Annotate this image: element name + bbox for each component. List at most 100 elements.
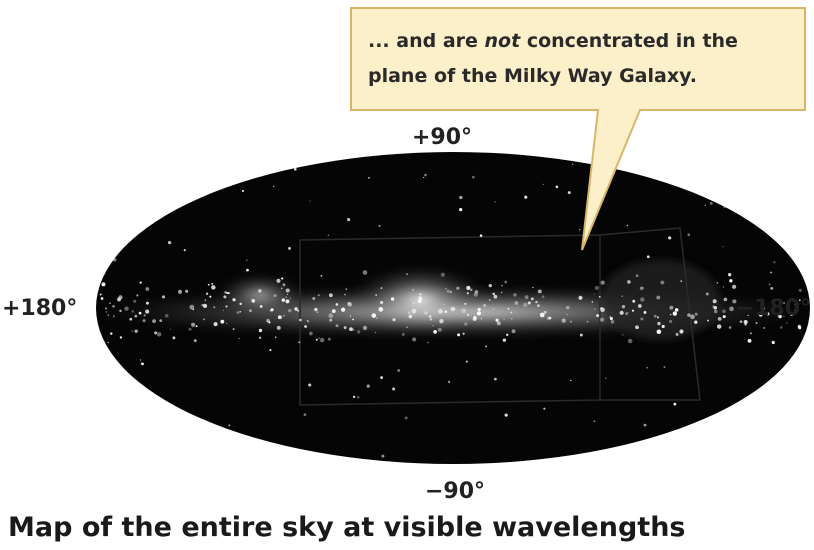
star	[188, 327, 192, 331]
star	[669, 305, 674, 310]
star	[593, 293, 595, 295]
star	[344, 293, 346, 296]
star	[437, 327, 442, 332]
star	[747, 314, 749, 316]
star	[191, 322, 196, 327]
star	[167, 241, 172, 245]
star	[134, 329, 138, 333]
star	[297, 309, 300, 312]
star	[523, 302, 528, 307]
star	[704, 204, 707, 207]
star	[539, 312, 545, 318]
star	[246, 268, 249, 272]
star	[548, 316, 552, 320]
caption: Map of the entire sky at visible wavelen…	[8, 512, 686, 543]
star	[796, 422, 800, 427]
star	[259, 305, 263, 308]
star	[309, 331, 313, 336]
star	[675, 332, 679, 336]
star	[408, 314, 413, 319]
star	[419, 293, 422, 296]
star	[788, 220, 790, 223]
star	[145, 309, 150, 314]
star	[276, 325, 281, 330]
star	[209, 295, 212, 298]
star	[335, 324, 339, 328]
star	[446, 289, 450, 293]
star	[459, 208, 463, 212]
star	[626, 311, 629, 314]
star	[747, 338, 752, 343]
star	[312, 296, 316, 301]
star	[637, 304, 642, 308]
star	[488, 299, 491, 302]
star	[600, 307, 603, 310]
star	[352, 328, 355, 331]
star	[504, 280, 508, 284]
star	[327, 337, 331, 341]
star	[119, 336, 123, 339]
star	[798, 299, 801, 302]
star	[653, 314, 657, 318]
star	[381, 454, 385, 458]
star	[448, 380, 451, 384]
star	[411, 288, 415, 291]
star	[356, 395, 360, 399]
star	[635, 274, 639, 278]
star	[770, 271, 772, 274]
star	[110, 332, 113, 335]
star	[298, 341, 301, 344]
star	[327, 234, 330, 237]
star	[632, 299, 636, 303]
star	[371, 313, 377, 318]
star	[507, 307, 510, 310]
star	[349, 315, 352, 317]
star	[374, 331, 377, 334]
star	[202, 303, 208, 308]
star	[119, 309, 122, 313]
star	[299, 318, 302, 322]
star	[177, 289, 183, 294]
star	[276, 278, 281, 283]
star	[537, 304, 540, 308]
star	[496, 321, 501, 326]
star	[622, 334, 624, 336]
star	[578, 295, 583, 300]
star	[380, 287, 383, 290]
longitude-label: −180°	[736, 296, 811, 321]
star	[477, 307, 481, 312]
star	[713, 309, 718, 314]
star	[232, 328, 235, 330]
star	[270, 308, 274, 312]
star	[107, 341, 109, 344]
star	[134, 450, 137, 452]
star	[495, 318, 499, 322]
star	[379, 300, 384, 305]
star	[579, 333, 583, 337]
star	[798, 325, 802, 330]
star	[722, 245, 724, 248]
star	[378, 224, 381, 228]
star	[349, 327, 353, 332]
star	[626, 224, 629, 227]
star	[656, 329, 662, 335]
star	[494, 377, 497, 381]
star	[172, 336, 176, 340]
star	[239, 302, 242, 306]
star	[600, 280, 605, 285]
star	[222, 309, 225, 312]
star	[139, 359, 142, 361]
star	[225, 305, 228, 308]
star	[412, 302, 415, 305]
star	[236, 311, 240, 314]
star	[627, 280, 631, 284]
star	[462, 332, 465, 335]
star	[763, 327, 766, 329]
star	[773, 261, 776, 264]
star	[145, 301, 149, 305]
star	[805, 384, 808, 387]
star	[169, 328, 172, 330]
star	[456, 286, 460, 291]
star	[428, 315, 432, 318]
star	[643, 310, 647, 314]
